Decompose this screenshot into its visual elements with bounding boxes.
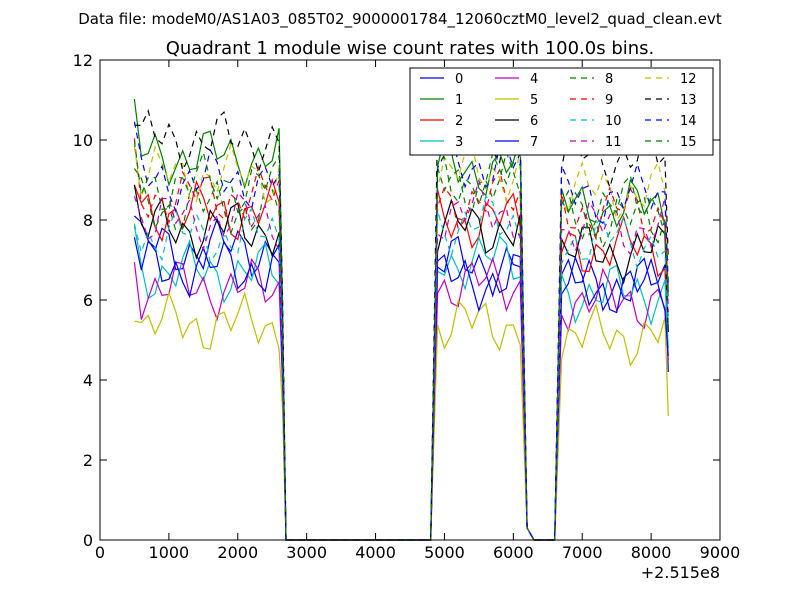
- legend-label-5: 5: [530, 93, 538, 108]
- y-tick-label: 2: [83, 451, 93, 470]
- legend-label-1: 1: [455, 93, 463, 108]
- y-tick-label: 0: [83, 531, 93, 550]
- series-layer: [133, 99, 669, 541]
- x-tick-label: 0: [95, 543, 105, 562]
- legend-label-4: 4: [530, 72, 538, 87]
- legend-box: [409, 67, 714, 156]
- x-offset-label: +2.515e8: [641, 563, 720, 582]
- legend-label-12: 12: [680, 72, 697, 87]
- x-tick-label: 2000: [217, 543, 258, 562]
- y-tick-label: 12: [73, 51, 93, 70]
- x-tick-label: 3000: [286, 543, 327, 562]
- legend-label-7: 7: [530, 135, 538, 150]
- chart-title: Quadrant 1 module wise count rates with …: [166, 38, 655, 59]
- legend-label-3: 3: [455, 135, 463, 150]
- series-line-4: [133, 256, 669, 541]
- y-tick-label: 6: [83, 291, 93, 310]
- series-line-14: [133, 121, 669, 541]
- legend-label-0: 0: [455, 72, 463, 87]
- x-tick-label: 8000: [631, 543, 672, 562]
- series-line-7: [133, 237, 669, 541]
- legend-label-8: 8: [605, 72, 613, 87]
- x-tick-label: 5000: [424, 543, 465, 562]
- series-line-12: [133, 142, 669, 541]
- x-tick-label: 6000: [493, 543, 534, 562]
- series-line-6: [133, 184, 669, 541]
- x-tick-label: 7000: [562, 543, 603, 562]
- series-line-11: [133, 178, 669, 541]
- series-line-5: [134, 290, 669, 541]
- x-tick-label: 1000: [149, 543, 190, 562]
- x-tick-label: 4000: [355, 543, 396, 562]
- series-line-9: [133, 138, 669, 541]
- legend-label-14: 14: [680, 114, 697, 129]
- y-tick-label: 4: [83, 371, 93, 390]
- legend-label-9: 9: [605, 93, 613, 108]
- y-tick-label: 8: [83, 211, 93, 230]
- figure-suptitle: Data file: modeM0/AS1A03_085T02_90000017…: [78, 10, 722, 29]
- legend-label-11: 11: [605, 135, 622, 150]
- y-tick-label: 10: [73, 131, 93, 150]
- series-line-8: [133, 150, 669, 541]
- series-line-3: [133, 225, 669, 541]
- series-line-10: [133, 195, 669, 541]
- series-line-0: [133, 215, 669, 541]
- legend-label-15: 15: [680, 135, 697, 150]
- legend-label-6: 6: [530, 114, 538, 129]
- axis-ticks: 0 1000 2000 3000 4000 5000 6000 7000 8000 9000 0 2 4…: [73, 51, 741, 562]
- legend-label-2: 2: [455, 114, 463, 129]
- legend-label-10: 10: [605, 114, 622, 129]
- series-line-13: [134, 107, 669, 541]
- x-tick-label: 9000: [700, 543, 741, 562]
- legend-label-13: 13: [680, 93, 697, 108]
- series-line-1: [133, 99, 669, 541]
